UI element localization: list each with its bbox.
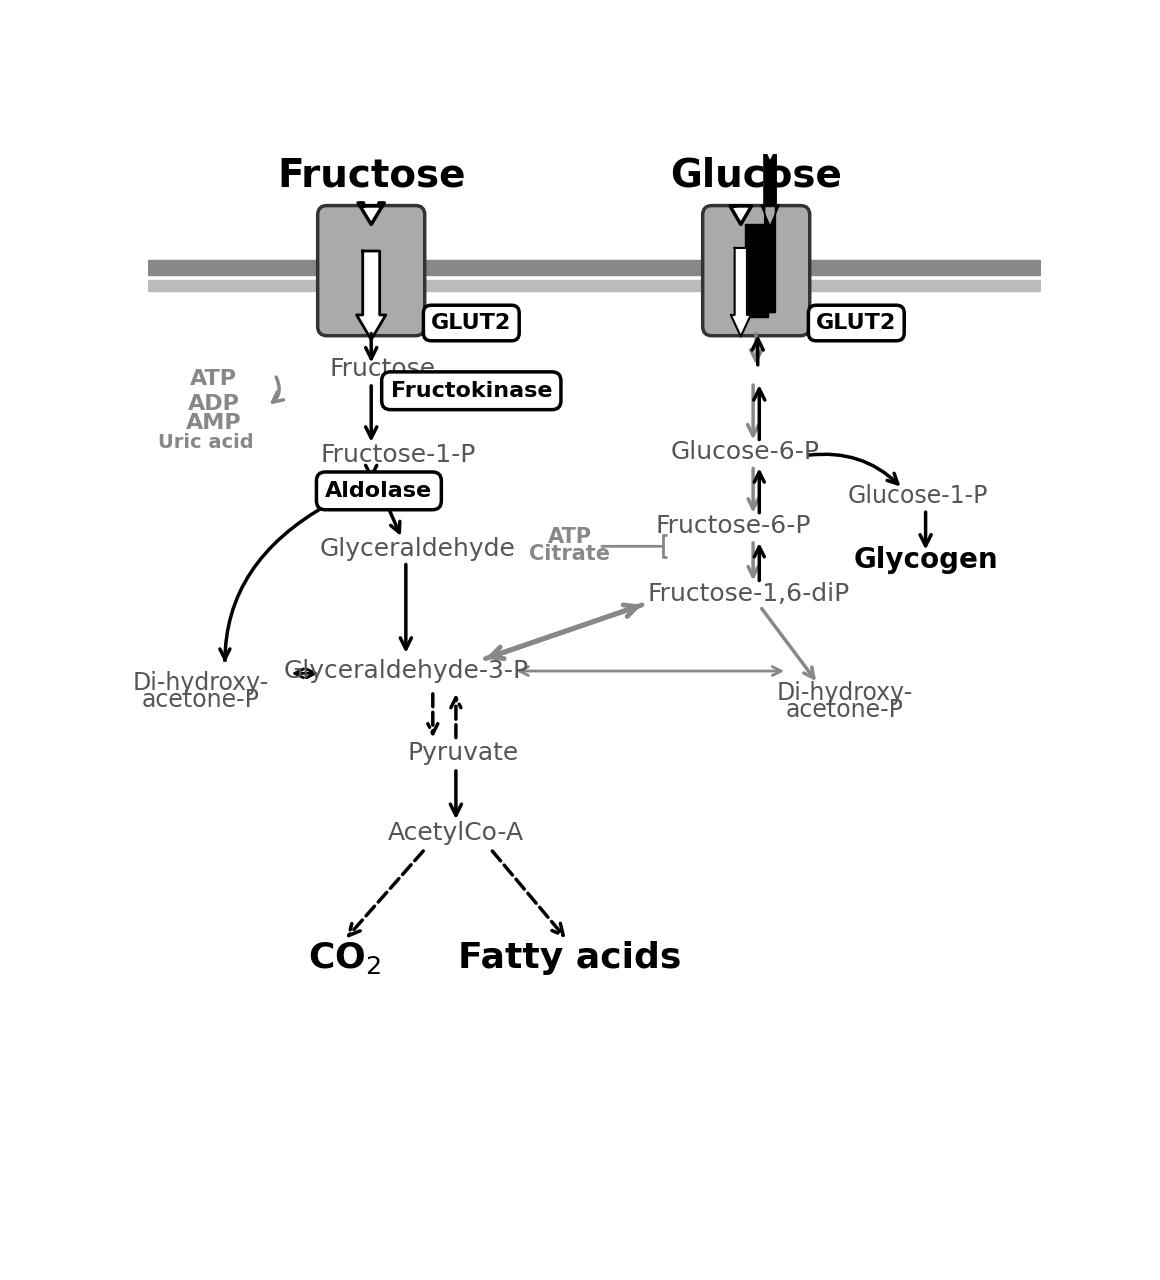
Bar	[745, 224, 768, 317]
Text: Fructose-1-P: Fructose-1-P	[320, 443, 476, 467]
FancyBboxPatch shape	[318, 206, 425, 335]
Text: Glucose: Glucose	[670, 156, 842, 195]
Text: Fructose-1,6-diP: Fructose-1,6-diP	[647, 582, 849, 605]
Polygon shape	[730, 206, 752, 224]
FancyBboxPatch shape	[703, 206, 810, 335]
Text: Fructose: Fructose	[277, 156, 465, 195]
Polygon shape	[760, 141, 780, 206]
Text: CO$_2$: CO$_2$	[307, 941, 380, 977]
Text: Citrate: Citrate	[529, 544, 610, 564]
Text: GLUT2: GLUT2	[817, 314, 897, 333]
Text: Glycogen: Glycogen	[854, 547, 998, 575]
Text: Di-hydroxy-: Di-hydroxy-	[777, 681, 913, 704]
Text: AMP: AMP	[186, 413, 241, 433]
Polygon shape	[731, 248, 751, 337]
Text: AcetylCo-A: AcetylCo-A	[387, 820, 524, 845]
Text: ATP: ATP	[190, 369, 237, 389]
Text: ADP: ADP	[188, 394, 239, 413]
Text: Pyruvate: Pyruvate	[408, 741, 520, 764]
Text: Fatty acids: Fatty acids	[458, 941, 682, 975]
Text: Glyceraldehyde: Glyceraldehyde	[319, 536, 515, 561]
Polygon shape	[356, 251, 386, 339]
Polygon shape	[358, 202, 384, 224]
Text: Fructose-6-P: Fructose-6-P	[655, 513, 811, 538]
Bar	[148, 260, 1042, 275]
Text: Fructose: Fructose	[329, 357, 436, 381]
Text: Glyceraldehyde-3-P: Glyceraldehyde-3-P	[283, 659, 529, 684]
Text: Uric acid: Uric acid	[158, 433, 254, 452]
Polygon shape	[761, 205, 780, 312]
Bar	[148, 280, 1042, 291]
Text: GLUT2: GLUT2	[432, 314, 512, 333]
Text: Glucose-6-P: Glucose-6-P	[670, 440, 819, 465]
Text: acetone-P: acetone-P	[785, 698, 904, 722]
Text: acetone-P: acetone-P	[142, 689, 259, 712]
Text: ATP: ATP	[548, 527, 592, 547]
Text: Fructokinase: Fructokinase	[391, 380, 552, 401]
Text: Glucose-1-P: Glucose-1-P	[848, 484, 988, 508]
Text: Aldolase: Aldolase	[325, 481, 433, 500]
Text: Di-hydroxy-: Di-hydroxy-	[132, 671, 268, 695]
